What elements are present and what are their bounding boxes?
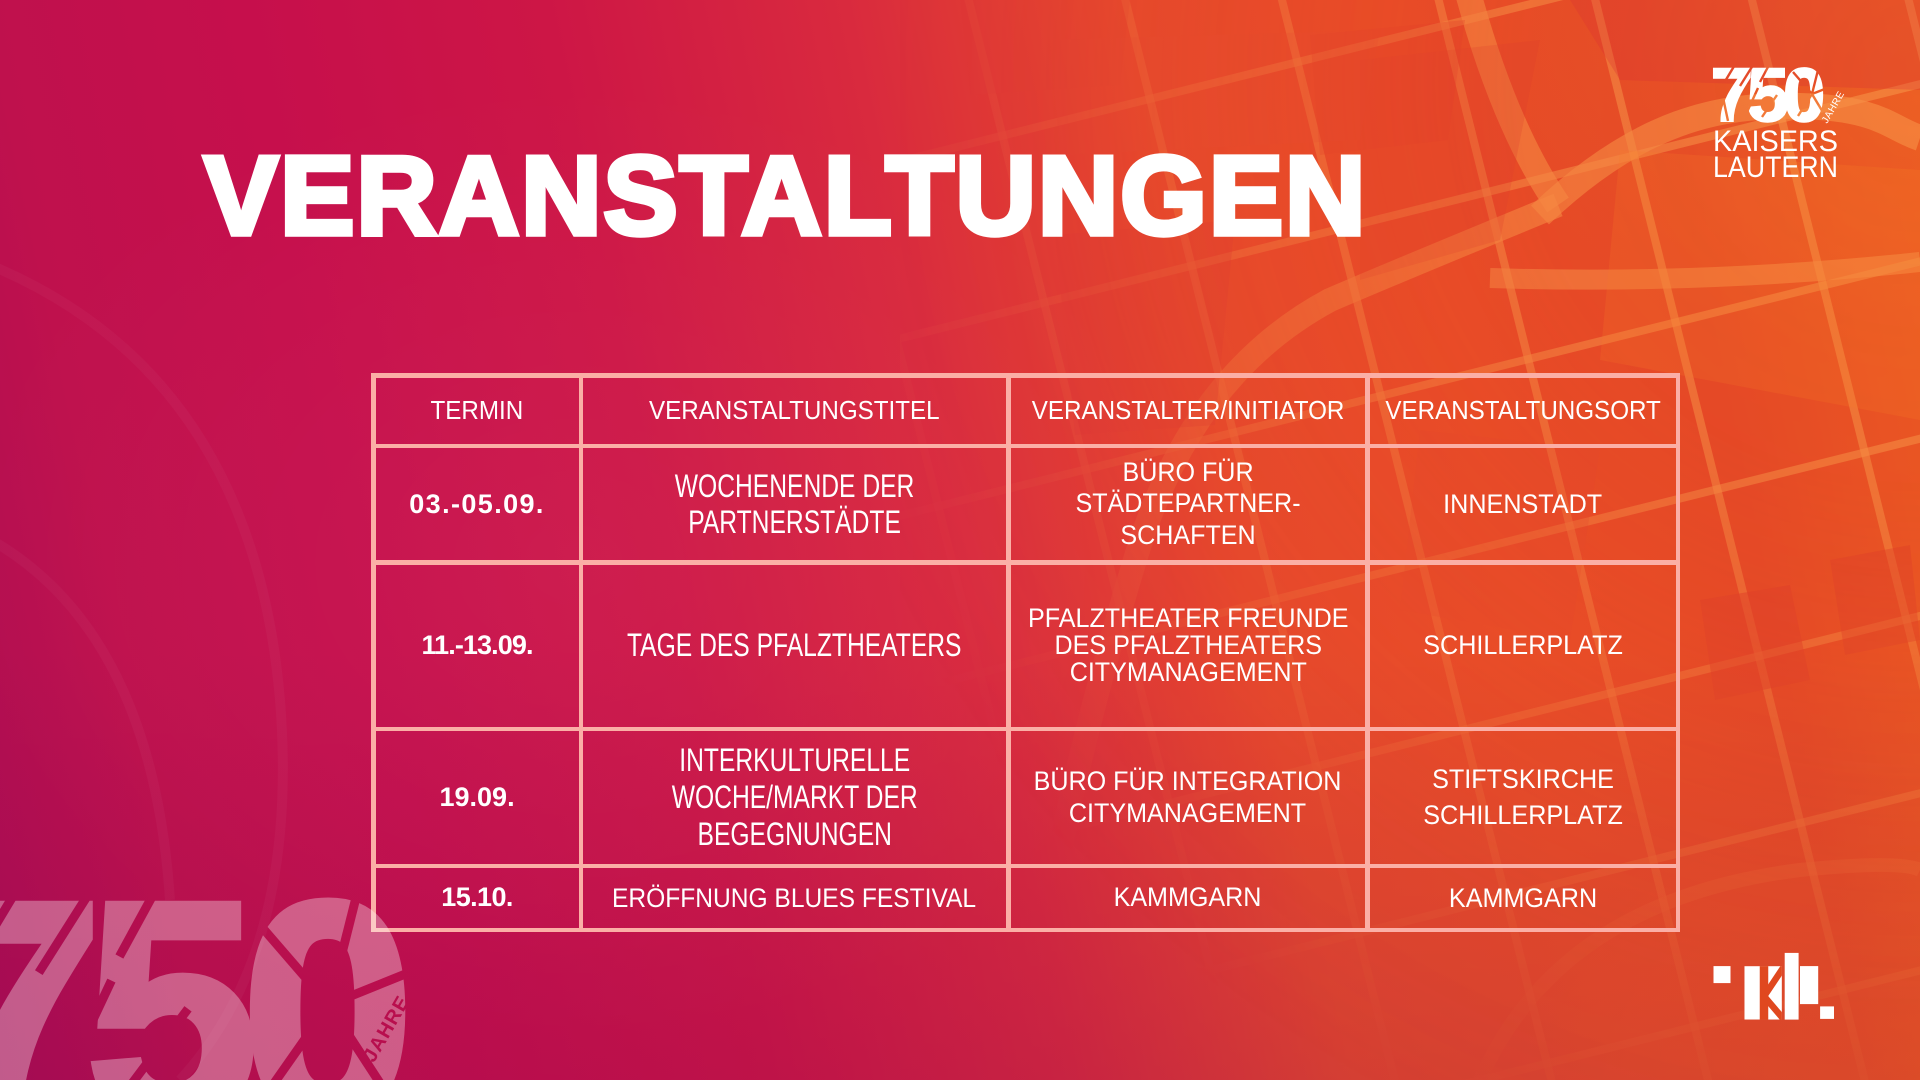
svg-text:KAISERS: KAISERS — [1713, 125, 1838, 158]
svg-text:LAUTERN: LAUTERN — [1713, 151, 1838, 184]
